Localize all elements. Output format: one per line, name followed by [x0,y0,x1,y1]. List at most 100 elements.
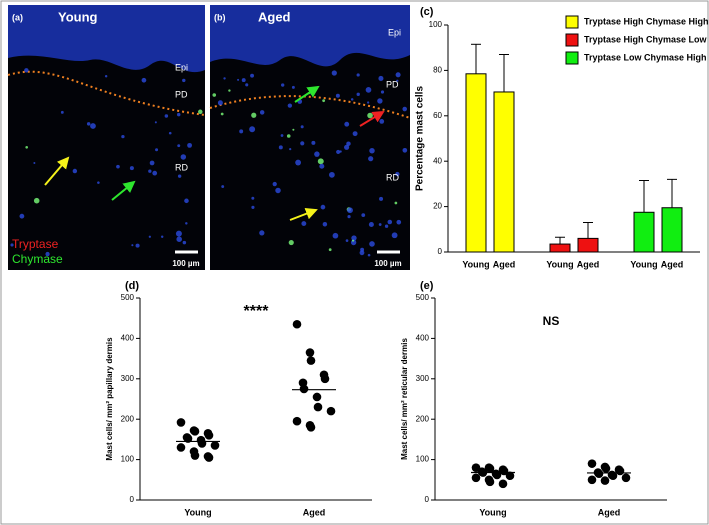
tissue-speckle [24,68,29,73]
tissue-speckle [141,77,147,83]
point [210,441,220,450]
point [204,431,214,440]
tissue-speckle [311,140,316,145]
bar [549,243,571,253]
boundary [7,70,206,116]
tissue-speckle [187,142,192,148]
tissue-speckle [394,201,398,205]
tissue-speckle [369,148,375,154]
tissue-speckle [352,131,358,137]
tissue-speckle [104,74,108,78]
region-label: RD [175,162,188,172]
tissue-speckle [154,121,157,124]
y-axis-label: Mast cells/ mm² reticular dermis [400,338,409,460]
tissue-speckle [182,240,187,245]
y-axis-label: Percentage mast cells [415,86,426,191]
y-tick-label: 0 [130,495,135,504]
tissue-speckle [259,110,265,115]
x-tick-label: Aged [661,259,684,269]
tissue-speckle [223,77,226,80]
tissue-speckle [336,149,341,155]
point [485,464,495,473]
y-tick-label: 100 [121,455,135,464]
tissue-speckle [148,235,151,238]
tissue-speckle [380,90,385,94]
point [306,356,316,365]
tissue-speckle [198,109,203,115]
point [505,471,515,481]
tissue-speckle [391,232,398,239]
tissue-speckle [33,197,40,204]
panel-label: (a) [12,12,23,22]
tissue-speckle [19,213,25,219]
legend-swatch [565,33,579,47]
x-tick-label: Aged [303,507,326,517]
tissue-speckle [395,72,401,78]
y-tick-label: 200 [121,414,135,423]
micrograph-aged: (b) Aged Epi PD RD 100 µm [209,5,411,270]
tissue-speckle [176,112,181,117]
tissue-speckle [292,128,295,131]
tissue-speckle [351,239,355,242]
y-tick-label: 500 [416,293,430,302]
x-tick-label: Young [479,507,506,517]
scale-label: 100 µm [172,259,199,268]
point [587,475,597,485]
tissue-speckle [319,163,325,169]
y-tick-label: 60 [433,111,442,120]
tissue-speckle [377,98,383,104]
panel-title: Young [58,9,98,24]
tissue-speckle [402,106,408,112]
panel-title: Aged [258,9,291,24]
tissue-speckle [116,164,120,169]
tissue-speckle [395,171,400,177]
epidermis [8,5,205,73]
y-axis-label: Mast cells/ mm² papillary dermis [105,337,114,461]
tissue-speckle [344,121,350,127]
tissue-speckle [329,171,335,178]
tissue-speckle [221,185,225,188]
tissue-speckle [121,134,125,139]
point [600,476,610,485]
tissue-speckle [164,114,169,118]
arrow [294,85,320,103]
panel-label: (b) [214,12,226,22]
tissue-speckle [33,161,36,164]
tissue-speckle [289,148,292,151]
stain-label: Tryptase [12,237,59,251]
tissue-speckle [160,235,164,238]
tissue-speckle [177,144,181,148]
tissue-speckle [155,148,159,152]
tissue-speckle [280,134,284,137]
point [306,422,316,432]
tissue-speckle [184,198,189,204]
tissue-speckle [368,221,374,228]
tissue-speckle [239,129,244,134]
tissue-speckle [288,239,294,246]
tissue-speckle [335,93,340,98]
bar [493,91,515,253]
annotation: **** [244,303,270,320]
region-label: PD [386,79,399,89]
y-tick-label: 80 [433,66,442,75]
point [498,479,508,489]
arrow [359,110,385,127]
arrow [44,156,70,186]
tissue-speckle [177,174,182,178]
tissue-speckle [369,241,375,247]
x-tick-label: Aged [493,259,516,269]
tissue-speckle [259,230,265,236]
region-label: RD [386,172,399,182]
tissue-speckle [212,93,217,97]
tissue-speckle [356,73,360,77]
tissue-speckle [220,112,224,116]
point [183,434,193,443]
tissue-speckle [356,92,360,96]
tissue-speckle [251,205,255,209]
x-tick-label: Young [630,259,657,269]
x-tick-label: Young [184,507,211,517]
bar [661,207,683,253]
tissue-speckle [251,112,257,118]
point [292,319,302,329]
